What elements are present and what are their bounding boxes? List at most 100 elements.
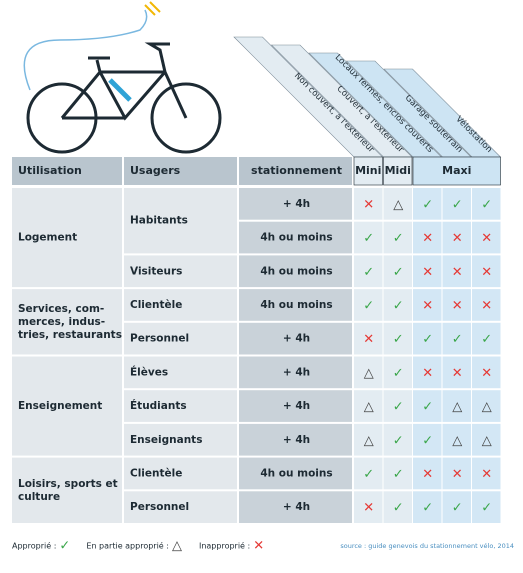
rating: △	[482, 400, 492, 415]
user: Étudiants	[130, 399, 187, 412]
rating: ✓	[481, 501, 492, 516]
header-label: Utilisation	[18, 164, 82, 177]
rating-cell	[383, 289, 412, 321]
rating: ✕	[452, 298, 463, 313]
rating: ✓	[422, 332, 433, 347]
rating-cell	[442, 390, 471, 422]
bike-illustration	[23, 1, 222, 154]
duration-cell	[239, 255, 352, 288]
rating: ✓	[393, 366, 404, 381]
rating: ✓	[422, 501, 433, 516]
rating-cell	[354, 356, 383, 389]
rating: ✕	[452, 231, 463, 246]
rating-cell	[413, 322, 442, 355]
duration: + 4h	[283, 198, 310, 210]
group-cell	[12, 289, 122, 355]
rating-cell	[354, 423, 383, 456]
user: Clientèle	[130, 467, 182, 479]
rating-cell	[442, 356, 471, 389]
rating-cell	[442, 423, 471, 456]
rating: ✕	[363, 197, 374, 212]
rating-cell	[383, 491, 412, 523]
rating-cell	[472, 457, 501, 490]
rating: ✕	[481, 298, 492, 313]
rating-cell	[472, 356, 501, 389]
rating-cell	[383, 322, 412, 355]
rating: ✓	[393, 467, 404, 482]
rating-cell	[472, 289, 501, 321]
rating-cell	[442, 491, 471, 523]
group-label: merces, indus-	[18, 316, 105, 328]
rating: ✕	[481, 467, 492, 482]
rating: ✕	[422, 298, 433, 313]
rating-cell	[354, 255, 383, 288]
rating: ✓	[393, 298, 404, 313]
rating-cell	[413, 423, 442, 456]
rating-cell	[472, 255, 501, 288]
duration-cell	[239, 390, 352, 422]
group-label: Logement	[18, 232, 77, 244]
rating-cell	[413, 491, 442, 523]
rating: ✕	[452, 467, 463, 482]
rating: ✕	[481, 231, 492, 246]
rating-cell	[413, 390, 442, 422]
rating-cell	[413, 289, 442, 321]
user-cell	[124, 457, 237, 490]
legend-label: Approprié :	[12, 541, 56, 551]
rating-cell	[442, 255, 471, 288]
duration: + 4h	[283, 434, 310, 446]
legend-label: Inapproprié :	[199, 541, 250, 551]
duration-cell	[239, 188, 352, 220]
rating-cell	[442, 322, 471, 355]
rating: ✕	[452, 366, 463, 381]
duration: + 4h	[283, 400, 310, 412]
rating-cell	[472, 221, 501, 254]
rating: ✓	[452, 197, 463, 212]
rating-cell	[354, 322, 383, 355]
user-cell	[124, 188, 237, 254]
group-cell	[12, 188, 122, 288]
duration-cell	[239, 322, 352, 355]
rating-cell	[354, 457, 383, 490]
user-cell	[124, 356, 237, 389]
duration: + 4h	[283, 501, 310, 513]
rating: ✕	[452, 265, 463, 280]
duration-cell	[239, 221, 352, 254]
rating-cell	[472, 322, 501, 355]
group-cell	[12, 457, 122, 523]
rating: ✓	[422, 197, 433, 212]
rating: △	[364, 366, 374, 381]
rating-cell	[413, 255, 442, 288]
duration: + 4h	[283, 333, 310, 345]
rating-cell	[442, 221, 471, 254]
user: Élèves	[130, 365, 168, 378]
header-cell	[239, 157, 352, 185]
user-cell	[124, 390, 237, 422]
rating-cell	[383, 221, 412, 254]
rating: △	[364, 400, 374, 415]
rating-cell	[383, 356, 412, 389]
legend-symbol: △	[172, 539, 182, 554]
rating-cell	[383, 457, 412, 490]
user: Enseignants	[130, 434, 202, 446]
rating-cell	[472, 390, 501, 422]
rating: ✕	[363, 332, 374, 347]
rating: ✓	[452, 501, 463, 516]
rating: △	[452, 433, 462, 448]
rating: ✓	[363, 467, 374, 482]
user: Habitants	[130, 215, 188, 227]
rating-cell	[472, 188, 501, 220]
rating: ✓	[393, 433, 404, 448]
rating: ✕	[422, 231, 433, 246]
user-cell	[124, 423, 237, 456]
rating: ✓	[393, 400, 404, 415]
rating: ✓	[363, 265, 374, 280]
rating-cell	[413, 221, 442, 254]
group-label: Loisirs, sports et	[18, 478, 118, 490]
user-cell	[124, 322, 237, 355]
table: Utilisation Usagers stationnement Mini Midi M…	[12, 156, 501, 523]
duration-cell	[239, 423, 352, 456]
group-cell	[12, 356, 122, 456]
rating: ✕	[363, 501, 374, 516]
